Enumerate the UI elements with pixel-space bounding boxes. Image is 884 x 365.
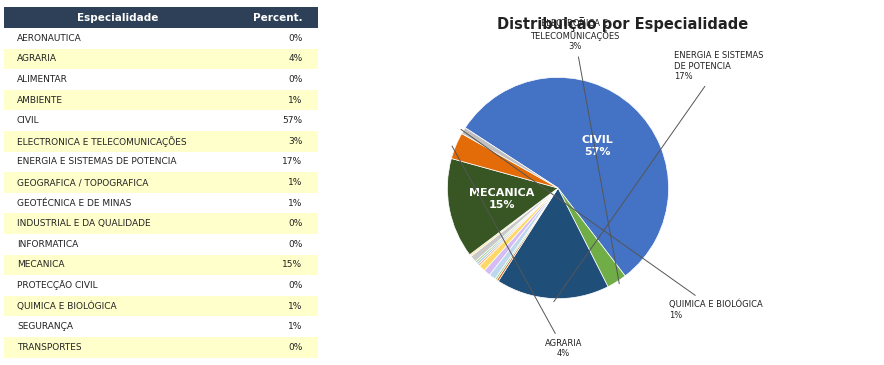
Wedge shape xyxy=(476,188,558,263)
Text: Especialidade: Especialidade xyxy=(77,13,158,23)
Wedge shape xyxy=(499,188,608,299)
Text: QUIMICA E BIOLÓGICA: QUIMICA E BIOLÓGICA xyxy=(17,301,117,311)
Text: 0%: 0% xyxy=(288,343,302,352)
Bar xyxy=(4,28,318,49)
Bar xyxy=(4,214,318,234)
Text: 1%: 1% xyxy=(288,96,302,104)
Wedge shape xyxy=(452,134,558,188)
Bar xyxy=(4,90,318,110)
Text: 0%: 0% xyxy=(288,75,302,84)
Wedge shape xyxy=(479,188,558,270)
Wedge shape xyxy=(484,188,558,275)
Text: 0%: 0% xyxy=(288,219,302,228)
Text: 1%: 1% xyxy=(288,301,302,311)
Bar xyxy=(4,131,318,151)
Wedge shape xyxy=(497,188,558,281)
Wedge shape xyxy=(495,188,558,280)
Text: 4%: 4% xyxy=(288,54,302,64)
Text: ELECTRONICA E TELECOMUNICAÇÕES: ELECTRONICA E TELECOMUNICAÇÕES xyxy=(17,136,187,147)
Bar xyxy=(4,234,318,255)
Text: 1%: 1% xyxy=(288,178,302,187)
Bar xyxy=(4,296,318,316)
Text: Distribuição por Especialidade: Distribuição por Especialidade xyxy=(497,16,749,32)
Text: GEOTÉCNICA E DE MINAS: GEOTÉCNICA E DE MINAS xyxy=(17,199,132,208)
Bar xyxy=(4,275,318,296)
Bar xyxy=(4,110,318,131)
Text: CIVIL: CIVIL xyxy=(17,116,40,125)
Text: 0%: 0% xyxy=(288,240,302,249)
Wedge shape xyxy=(478,188,558,266)
Bar xyxy=(4,193,318,214)
Bar xyxy=(4,337,318,358)
Wedge shape xyxy=(476,188,558,264)
Text: 0%: 0% xyxy=(288,34,302,43)
Text: ALIMENTAR: ALIMENTAR xyxy=(17,75,68,84)
Bar xyxy=(4,151,318,172)
Wedge shape xyxy=(490,188,558,279)
Text: MECANICA
15%: MECANICA 15% xyxy=(469,188,534,210)
Text: 17%: 17% xyxy=(282,157,302,166)
Text: 0%: 0% xyxy=(288,281,302,290)
Text: INFORMATICA: INFORMATICA xyxy=(17,240,78,249)
Text: AERONAUTICA: AERONAUTICA xyxy=(17,34,81,43)
Bar xyxy=(4,7,318,28)
Bar xyxy=(4,316,318,337)
Text: 57%: 57% xyxy=(282,116,302,125)
Text: TRANSPORTES: TRANSPORTES xyxy=(17,343,81,352)
Text: GEOGRAFICA / TOPOGRAFICA: GEOGRAFICA / TOPOGRAFICA xyxy=(17,178,149,187)
Text: Percent.: Percent. xyxy=(253,13,302,23)
Text: 1%: 1% xyxy=(288,199,302,208)
Text: 1%: 1% xyxy=(288,322,302,331)
Wedge shape xyxy=(461,128,558,188)
Text: ELECTRONICA E
TELECOMUNICAÇÕES
3%: ELECTRONICA E TELECOMUNICAÇÕES 3% xyxy=(530,19,620,284)
Wedge shape xyxy=(469,188,558,256)
Text: AMBIENTE: AMBIENTE xyxy=(17,96,63,104)
Bar xyxy=(4,172,318,193)
Wedge shape xyxy=(447,158,558,255)
Bar xyxy=(4,255,318,275)
Text: 15%: 15% xyxy=(282,261,302,269)
Text: MECANICA: MECANICA xyxy=(17,261,65,269)
Wedge shape xyxy=(558,188,625,287)
Text: SEGURANÇA: SEGURANÇA xyxy=(17,322,73,331)
Text: PROTECÇÃO CIVIL: PROTECÇÃO CIVIL xyxy=(17,281,97,291)
Wedge shape xyxy=(471,188,558,261)
Text: CIVIL
57%: CIVIL 57% xyxy=(581,135,613,157)
Text: 3%: 3% xyxy=(288,137,302,146)
Text: ENERGIA E SISTEMAS
DE POTENCIA
17%: ENERGIA E SISTEMAS DE POTENCIA 17% xyxy=(553,51,764,302)
Wedge shape xyxy=(465,77,668,276)
Bar xyxy=(4,49,318,69)
Bar xyxy=(4,69,318,90)
Text: AGRARIA
4%: AGRARIA 4% xyxy=(452,146,583,358)
Text: AGRARIA: AGRARIA xyxy=(17,54,57,64)
Text: INDUSTRIAL E DA QUALIDADE: INDUSTRIAL E DA QUALIDADE xyxy=(17,219,150,228)
Text: QUIMICA E BIOLÓGICA
1%: QUIMICA E BIOLÓGICA 1% xyxy=(461,129,762,320)
Text: ENERGIA E SISTEMAS DE POTENCIA: ENERGIA E SISTEMAS DE POTENCIA xyxy=(17,157,177,166)
